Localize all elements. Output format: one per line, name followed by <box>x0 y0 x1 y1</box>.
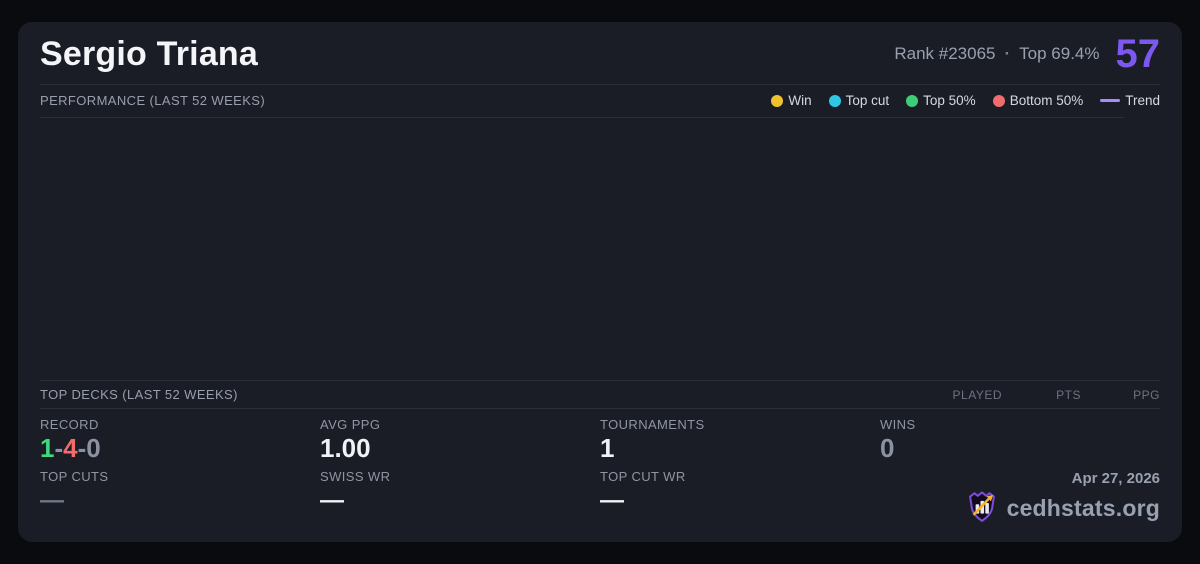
record-separator: - <box>77 433 87 464</box>
rank-text: Rank #23065 <box>894 44 996 63</box>
legend-label: Bottom 50% <box>1009 93 1084 108</box>
top-decks-header-row: TOP DECKS (LAST 52 WEEKS) PLAYED PTS PPG <box>40 380 1160 410</box>
tournaments-value: 1 <box>600 433 615 464</box>
stat-label: WINS <box>880 417 916 433</box>
header-divider <box>40 84 1160 85</box>
performance-title: PERFORMANCE (LAST 52 WEEKS) <box>40 93 266 108</box>
record-wins: 1 <box>40 433 55 464</box>
card-header: Sergio Triana Rank #23065 · Top 69.4% 57 <box>40 34 1160 74</box>
stat-label: SWISS WR <box>320 469 391 484</box>
swiss-wr-value: — <box>320 487 344 514</box>
record-value: 1-4-0 <box>40 433 320 464</box>
player-name: Sergio Triana <box>40 34 259 73</box>
stat-top-cut-wr: TOP CUT WR — <box>600 469 880 528</box>
performance-divider <box>40 117 1124 118</box>
legend-label: Trend <box>1125 93 1160 108</box>
trend-line-icon <box>1100 99 1121 102</box>
wins-value: 0 <box>880 433 895 464</box>
player-stats-card: Sergio Triana Rank #23065 · Top 69.4% 57… <box>18 22 1182 542</box>
top-cut-wr-value: — <box>600 487 624 514</box>
record-separator: - <box>54 433 64 464</box>
stat-label: TOP CUT WR <box>600 469 686 484</box>
performance-chart <box>40 118 1160 380</box>
player-score: 57 <box>1115 32 1161 76</box>
legend-label: Win <box>788 93 812 108</box>
stat-label: AVG PPG <box>320 417 381 433</box>
stat-avg-ppg: AVG PPG 1.00 <box>320 417 600 464</box>
top-decks-columns: PLAYED PTS PPG <box>923 388 1160 402</box>
card-date: Apr 27, 2026 <box>1071 470 1160 487</box>
cedhstats-logo-icon <box>965 489 999 528</box>
topcut-dot-icon <box>828 94 841 107</box>
record-losses: 4 <box>63 433 78 464</box>
stat-label: RECORD <box>40 417 99 433</box>
chart-legend: Win Top cut Top 50% Bottom 50% Trend <box>771 93 1160 108</box>
legend-label: Top 50% <box>923 93 976 108</box>
stat-label: TOURNAMENTS <box>600 417 705 433</box>
rank-block: Rank #23065 · Top 69.4% 57 <box>894 34 1160 74</box>
stat-wins: WINS 0 <box>880 417 1160 464</box>
win-dot-icon <box>771 94 784 107</box>
stat-label: TOP CUTS <box>40 469 109 484</box>
brand-row: cedhstats.org <box>965 489 1160 528</box>
record-draws: 0 <box>86 433 101 464</box>
stat-record: RECORD 1-4-0 <box>40 417 320 464</box>
avg-ppg-value: 1.00 <box>320 433 371 464</box>
top-cuts-value: — <box>40 487 64 514</box>
legend-item-bottom50: Bottom 50% <box>992 93 1084 108</box>
bottom50-dot-icon <box>992 94 1005 107</box>
legend-item-win: Win <box>771 93 812 108</box>
rank-separator: · <box>1004 44 1011 63</box>
stat-top-cuts: TOP CUTS — <box>40 469 320 528</box>
rank-line: Rank #23065 · Top 69.4% <box>894 44 1099 64</box>
top50-dot-icon <box>906 94 919 107</box>
legend-item-trend: Trend <box>1100 93 1160 108</box>
top-decks-title: TOP DECKS (LAST 52 WEEKS) <box>40 387 238 403</box>
stat-tournaments: TOURNAMENTS 1 <box>600 417 880 464</box>
footer-block: Apr 27, 2026 cedhstats.org <box>880 469 1160 528</box>
column-header-played: PLAYED <box>952 387 1002 402</box>
column-header-ppg: PPG <box>1133 387 1160 402</box>
legend-item-top50: Top 50% <box>906 93 976 108</box>
brand-name: cedhstats.org <box>1006 495 1160 521</box>
stats-grid: RECORD 1-4-0 AVG PPG 1.00 TOURNAMENTS 1 … <box>40 409 1160 528</box>
legend-item-topcut: Top cut <box>828 93 890 108</box>
legend-label: Top cut <box>845 93 890 108</box>
stat-swiss-wr: SWISS WR — <box>320 469 600 528</box>
top-percent-text: Top 69.4% <box>1019 44 1100 63</box>
performance-header-row: PERFORMANCE (LAST 52 WEEKS) Win Top cut … <box>40 85 1160 117</box>
column-header-pts: PTS <box>1056 387 1081 402</box>
